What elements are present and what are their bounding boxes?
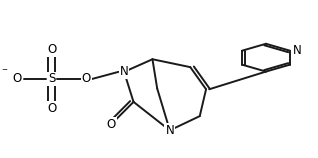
Text: O: O	[107, 118, 116, 131]
Text: N: N	[120, 65, 128, 78]
Text: N: N	[165, 124, 174, 137]
Text: S: S	[48, 73, 55, 85]
Text: O: O	[82, 73, 91, 85]
Text: O: O	[12, 73, 22, 85]
Text: O: O	[47, 102, 56, 115]
Text: $^-$: $^-$	[1, 68, 9, 78]
Text: N: N	[293, 44, 301, 57]
Text: O: O	[47, 43, 56, 56]
